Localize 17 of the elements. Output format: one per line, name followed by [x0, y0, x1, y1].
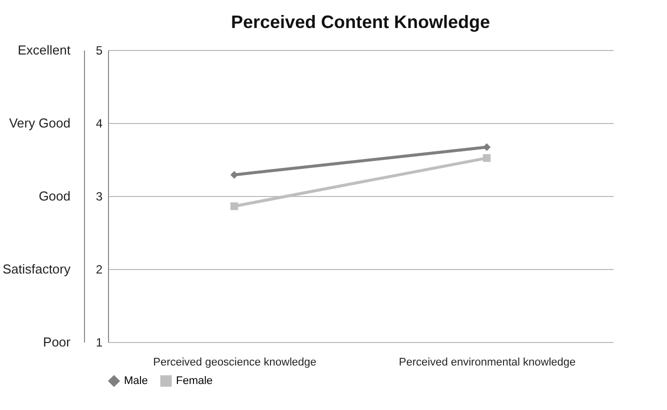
- category-label: Satisfactory: [2, 262, 70, 276]
- y-tick-label: 3: [96, 190, 103, 204]
- x-tick-label: Perceived geoscience knowledge: [153, 356, 316, 368]
- category-label: Excellent: [18, 42, 70, 58]
- category-label: Poor: [43, 334, 70, 350]
- point: [482, 154, 491, 162]
- y-tick-label: 5: [96, 44, 103, 58]
- x-tick-label: Perceived environmental knowledge: [398, 356, 576, 368]
- legend-label: Female: [176, 375, 213, 387]
- legend-label: Male: [124, 375, 148, 387]
- chart-title: Perceived Content Knowledge: [230, 12, 490, 32]
- y-tick-label: 1: [96, 336, 103, 350]
- y-tick-label: 2: [96, 262, 103, 276]
- category-label: Very Good: [9, 116, 70, 130]
- y-tick-label: 4: [96, 116, 103, 130]
- point: [230, 202, 238, 210]
- category-label: Good: [38, 188, 70, 204]
